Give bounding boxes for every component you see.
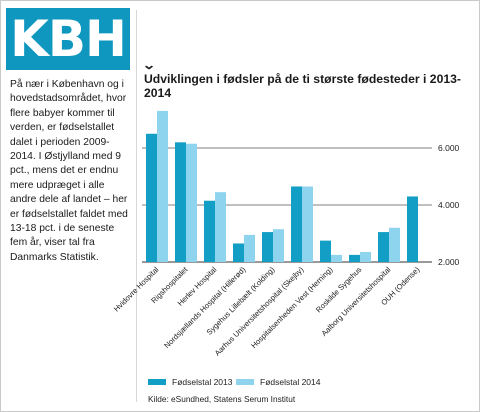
chevron-down-icon: ⌄ xyxy=(141,58,157,72)
legend-label-2013: Fødselstal 2013 xyxy=(172,377,233,387)
bar-2013 xyxy=(320,240,331,262)
bar-2014 xyxy=(331,254,342,262)
bar-2014 xyxy=(244,234,255,262)
y-tick-label: 6.000 xyxy=(438,143,460,153)
bar-2014 xyxy=(360,252,371,262)
bar-2014 xyxy=(389,227,400,262)
source-note: Kilde: eSundhed, Statens Serum Institut xyxy=(148,394,296,404)
bar-2014 xyxy=(302,186,313,262)
sidebar-column: KBH På nær i København og i hovedstadsom… xyxy=(0,0,132,410)
legend-swatch-2013 xyxy=(148,379,166,385)
bar-2013 xyxy=(262,232,273,262)
article-body-text: På nær i København og i hovedstadsområde… xyxy=(10,79,128,263)
bar-2014 xyxy=(273,229,284,262)
legend-swatch-2014 xyxy=(236,379,254,385)
bar-2013 xyxy=(407,196,418,262)
bar-2013 xyxy=(233,243,244,262)
x-category-label: Hvidovre Hospital xyxy=(112,265,161,314)
kbh-logo: KBH xyxy=(6,8,130,70)
bar-2013 xyxy=(378,232,389,262)
bar-2013 xyxy=(349,254,360,262)
y-tick-label: 4.000 xyxy=(438,200,460,210)
bar-2013 xyxy=(204,200,215,262)
bar-2013 xyxy=(291,186,302,262)
bar-2014 xyxy=(157,110,168,262)
bar-2013 xyxy=(175,142,186,262)
bar-2013 xyxy=(146,133,157,262)
column-divider xyxy=(136,10,137,402)
chart-title: Udviklingen i fødsler på de ti største f… xyxy=(144,72,461,100)
y-tick-label: 2.000 xyxy=(438,257,460,267)
bar-2014 xyxy=(186,143,197,262)
bar-2014 xyxy=(215,192,226,262)
legend-item-2014: Fødselstal 2014 xyxy=(236,377,320,387)
legend-item-2013: Fødselstal 2013 xyxy=(148,377,232,387)
legend-label-2014: Fødselstal 2014 xyxy=(260,377,321,387)
